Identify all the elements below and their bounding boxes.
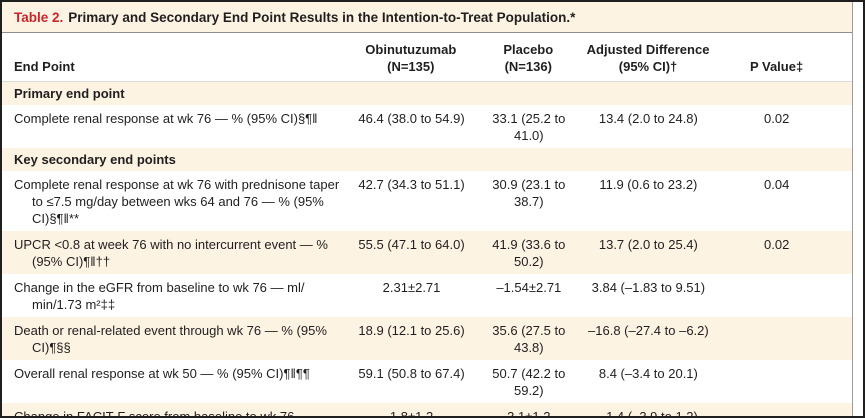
- p-value: [717, 403, 852, 416]
- p-value: 0.02: [764, 237, 790, 252]
- column-header-difference: Adjusted Difference (95% CI)†: [579, 41, 717, 75]
- difference-value: –16.8 (–27.4 to –6.2): [588, 323, 709, 338]
- table-row: Overall renal response at wk 50 — % (95%…: [2, 360, 852, 403]
- endpoint-label: Change in FACIT-F score from baseline to…: [14, 409, 311, 418]
- endpoint-label: Complete renal response at wk 76 — % (95…: [14, 111, 318, 126]
- table-number: Table 2.: [14, 9, 64, 25]
- difference-value: 3.84 (–1.83 to 9.51): [591, 280, 706, 295]
- difference-value: 11.9 (0.6 to 23.2): [599, 177, 698, 192]
- table-row: Complete renal response at wk 76 with pr…: [2, 171, 852, 231]
- table-row: UPCR <0.8 at week 76 with no intercurren…: [2, 231, 852, 274]
- table-row: Change in the eGFR from baseline to wk 7…: [2, 274, 852, 317]
- column-header-obinutuzumab: Obinutuzumab (N=135): [344, 41, 478, 75]
- endpoint-label: Complete renal response at wk 76 with pr…: [14, 177, 340, 226]
- obinutuzumab-value: 18.9 (12.1 to 25.6): [358, 323, 465, 338]
- endpoint-label: Change in the eGFR from baseline to wk 7…: [14, 280, 305, 312]
- section-label: Primary end point: [14, 86, 125, 101]
- placebo-value: 50.7 (42.2 to 59.2): [492, 366, 566, 398]
- column-header-endpoint: End Point: [14, 59, 75, 74]
- placebo-value: –1.54±2.71: [496, 280, 562, 295]
- column-header-difference-name: Adjusted Difference: [586, 42, 710, 57]
- obinutuzumab-value: 46.4 (38.0 to 54.9): [358, 111, 465, 126]
- placebo-value: 33.1 (25.2 to 41.0): [492, 111, 566, 143]
- table-row: Death or renal-related event through wk …: [2, 317, 852, 360]
- column-header-obinutuzumab-name: Obinutuzumab: [365, 42, 457, 57]
- column-header-row: End Point Obinutuzumab (N=135) Placebo (…: [2, 33, 852, 82]
- difference-value: –1.4 (–3.9 to 1.2): [598, 409, 698, 418]
- column-header-difference-ci: (95% CI)†: [618, 59, 678, 74]
- placebo-value: 41.9 (33.6 to 50.2): [492, 237, 566, 269]
- section-label: Key secondary end points: [14, 152, 176, 167]
- placebo-value: 30.9 (23.1 to 38.7): [492, 177, 566, 209]
- endpoint-label: UPCR <0.8 at week 76 with no intercurren…: [14, 237, 328, 269]
- obinutuzumab-value: 1.8±1.2: [389, 409, 434, 418]
- section-row-secondary: Key secondary end points: [2, 148, 852, 171]
- p-value: 0.04: [764, 177, 790, 192]
- p-value: [717, 360, 852, 403]
- endpoint-label: Death or renal-related event through wk …: [14, 323, 327, 355]
- section-row-primary: Primary end point: [2, 82, 852, 105]
- p-value: [717, 274, 852, 317]
- obinutuzumab-value: 2.31±2.71: [382, 280, 441, 295]
- obinutuzumab-value: 59.1 (50.8 to 67.4): [358, 366, 465, 381]
- table-row: Complete renal response at wk 76 — % (95…: [2, 105, 852, 148]
- obinutuzumab-value: 55.5 (47.1 to 64.0): [358, 237, 465, 252]
- table-title: Table 2. Primary and Secondary End Point…: [2, 2, 852, 33]
- column-header-placebo-name: Placebo: [503, 42, 554, 57]
- p-value: [717, 317, 852, 360]
- difference-value: 13.4 (2.0 to 24.8): [598, 111, 698, 126]
- column-header-placebo: Placebo (N=136): [478, 41, 579, 75]
- placebo-value: 3.1±1.2: [507, 409, 551, 418]
- column-header-pvalue: P Value‡: [749, 59, 804, 74]
- column-header-obinutuzumab-n: (N=135): [387, 59, 435, 74]
- difference-value: 8.4 (–3.4 to 20.1): [598, 366, 698, 381]
- p-value: 0.02: [764, 111, 790, 126]
- table-row: Change in FACIT-F score from baseline to…: [2, 403, 852, 418]
- obinutuzumab-value: 42.7 (34.3 to 51.1): [358, 177, 465, 192]
- endpoint-label: Overall renal response at wk 50 — % (95%…: [14, 366, 310, 381]
- table-title-text: Primary and Secondary End Point Results …: [68, 9, 576, 25]
- table-content: Table 2. Primary and Secondary End Point…: [2, 2, 853, 416]
- placebo-value: 35.6 (27.5 to 43.8): [492, 323, 566, 355]
- difference-value: 13.7 (2.0 to 25.4): [598, 237, 698, 252]
- column-header-placebo-n: (N=136): [504, 59, 552, 74]
